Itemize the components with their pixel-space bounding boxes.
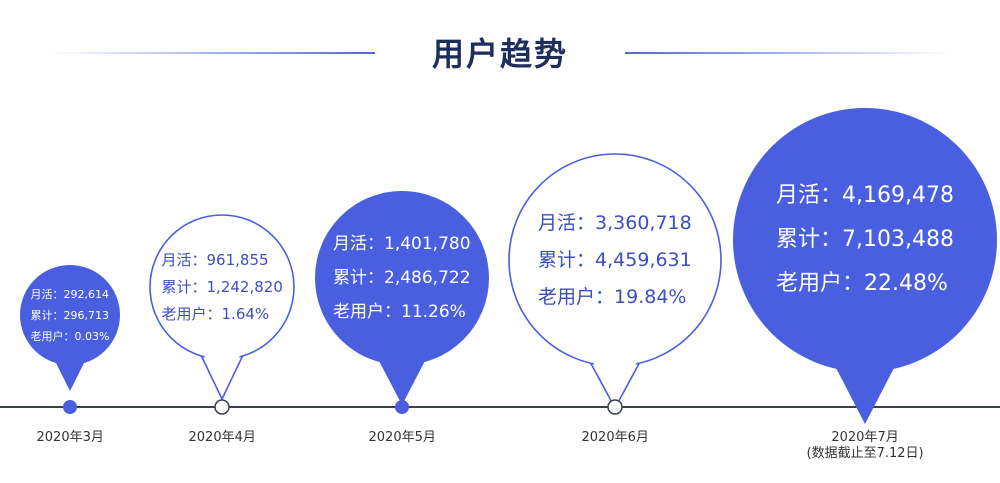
timeline-dot bbox=[395, 400, 409, 414]
bubble-pointer bbox=[54, 359, 86, 391]
value-text: 1,401,780 bbox=[384, 234, 471, 254]
old-users-label: 老用户： bbox=[333, 302, 401, 322]
value-text: 1.64% bbox=[221, 304, 270, 323]
monthly-active-value: 月活：4,169,478 bbox=[776, 174, 954, 218]
timeline-dot bbox=[63, 400, 77, 414]
old-users-value: 老用户：0.03% bbox=[31, 326, 110, 347]
monthly-active-value: 月活：292,614 bbox=[31, 284, 110, 305]
bubble-pointer-fill bbox=[591, 358, 639, 405]
date-label-4: 2020年6月 bbox=[582, 430, 649, 446]
value-text: 292,614 bbox=[63, 287, 110, 301]
monthly-active-label: 月活： bbox=[538, 211, 596, 234]
old-users-value: 老用户：22.48% bbox=[776, 262, 954, 306]
date-label-2: 2020年4月 bbox=[189, 430, 256, 446]
value-text: 22.48% bbox=[864, 271, 948, 296]
value-text: 4,459,631 bbox=[595, 248, 692, 271]
date-note: (数据截止至7.12日) bbox=[806, 446, 924, 461]
monthly-active-label: 月活： bbox=[161, 250, 207, 269]
old-users-label: 老用户： bbox=[161, 304, 222, 323]
cumulative-value: 累计：4,459,631 bbox=[538, 242, 692, 279]
bubble-stats-3: 月活：1,401,780 累计：2,486,722 老用户：11.26% bbox=[333, 227, 471, 329]
value-text: 961,855 bbox=[206, 250, 269, 269]
date-label-5: 2020年7月 (数据截止至7.12日) bbox=[807, 430, 924, 462]
bubble-2 bbox=[149, 214, 295, 415]
old-users-label: 老用户： bbox=[538, 285, 615, 308]
bubble-stats-1: 月活：292,614 累计：296,713 老用户：0.03% bbox=[31, 284, 110, 347]
bubble-1 bbox=[20, 265, 120, 414]
date-text: 2020年5月 bbox=[368, 430, 436, 445]
cumulative-value: 累计：1,242,820 bbox=[162, 274, 283, 301]
value-text: 0.03% bbox=[74, 329, 110, 343]
bubble-circle bbox=[20, 265, 120, 365]
bubble-pointer-fill bbox=[202, 351, 242, 396]
monthly-active-value: 月活：1,401,780 bbox=[333, 227, 471, 261]
bubble-5 bbox=[733, 108, 997, 424]
cumulative-label: 累计： bbox=[333, 268, 384, 288]
value-text: 7,103,488 bbox=[842, 227, 954, 252]
old-users-value: 老用户：19.84% bbox=[538, 279, 692, 316]
timeline-dot bbox=[858, 400, 872, 414]
monthly-active-label: 月活： bbox=[333, 234, 384, 254]
cumulative-value: 累计：7,103,488 bbox=[776, 218, 954, 262]
cumulative-label: 累计： bbox=[161, 277, 207, 296]
monthly-active-value: 月活：961,855 bbox=[162, 247, 283, 274]
monthly-active-label: 月活： bbox=[30, 287, 64, 301]
cumulative-label: 累计： bbox=[776, 227, 843, 252]
timeline-dot bbox=[607, 399, 623, 415]
value-text: 19.84% bbox=[614, 285, 687, 308]
bubble-pointer bbox=[835, 366, 895, 424]
value-text: 4,169,478 bbox=[842, 183, 954, 208]
bubble-stats-4: 月活：3,360,718 累计：4,459,631 老用户：19.84% bbox=[538, 205, 692, 316]
bubble-circle bbox=[315, 191, 489, 365]
old-users-label: 老用户： bbox=[30, 329, 75, 343]
monthly-active-label: 月活： bbox=[776, 183, 843, 208]
value-text: 296,713 bbox=[63, 308, 110, 322]
date-text: 2020年4月 bbox=[188, 430, 256, 445]
date-label-3: 2020年5月 bbox=[369, 430, 436, 446]
old-users-value: 老用户：11.26% bbox=[333, 295, 471, 329]
timeline-axis bbox=[0, 406, 1000, 408]
bubble-4 bbox=[508, 153, 722, 415]
bubble-stats-5: 月活：4,169,478 累计：7,103,488 老用户：22.48% bbox=[776, 174, 954, 306]
old-users-label: 老用户： bbox=[776, 271, 865, 296]
page-title: 用户趋势 bbox=[431, 35, 568, 73]
cumulative-value: 累计：296,713 bbox=[31, 305, 110, 326]
date-text: 2020年6月 bbox=[581, 430, 649, 445]
date-text: 2020年7月 bbox=[831, 430, 899, 445]
bubble-pointer bbox=[378, 359, 426, 405]
title-divider-right bbox=[625, 52, 950, 54]
timeline-dot bbox=[214, 399, 230, 415]
value-text: 3,360,718 bbox=[595, 211, 692, 234]
cumulative-label: 累计： bbox=[30, 308, 64, 322]
monthly-active-value: 月活：3,360,718 bbox=[538, 205, 692, 242]
bubble-stats-2: 月活：961,855 累计：1,242,820 老用户：1.64% bbox=[162, 247, 283, 328]
cumulative-value: 累计：2,486,722 bbox=[333, 261, 471, 295]
value-text: 2,486,722 bbox=[384, 268, 471, 288]
old-users-value: 老用户：1.64% bbox=[162, 301, 283, 328]
title-divider-left bbox=[50, 52, 375, 54]
date-label-1: 2020年3月 bbox=[37, 430, 104, 446]
bubble-circle bbox=[733, 108, 997, 372]
date-text: 2020年3月 bbox=[36, 430, 104, 445]
value-text: 1,242,820 bbox=[206, 277, 283, 296]
value-text: 11.26% bbox=[401, 302, 466, 322]
cumulative-label: 累计： bbox=[538, 248, 596, 271]
bubble-3 bbox=[315, 191, 489, 414]
